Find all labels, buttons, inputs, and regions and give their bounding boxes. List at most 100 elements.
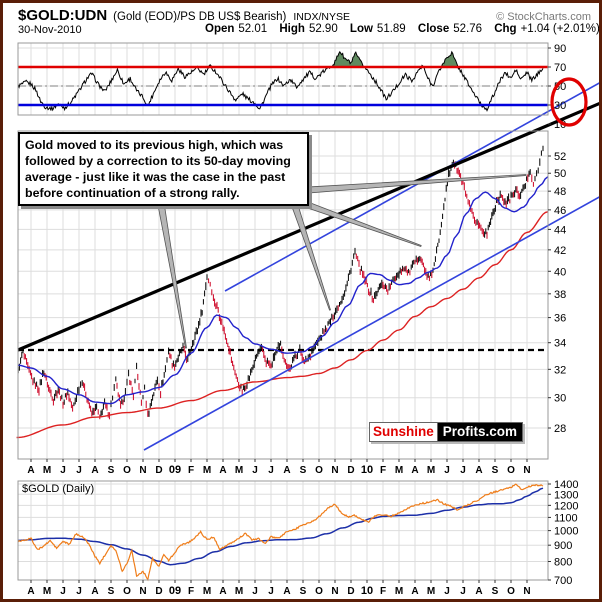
gold-panel bbox=[18, 481, 548, 580]
chg-value: +1.04 (+2.01%) bbox=[520, 23, 600, 35]
svg-text:S: S bbox=[300, 465, 307, 476]
red-circle-annotation bbox=[550, 77, 588, 127]
svg-text:800: 800 bbox=[554, 557, 572, 569]
svg-text:D: D bbox=[155, 465, 162, 476]
svg-text:A: A bbox=[411, 586, 418, 597]
high-value: 52.90 bbox=[308, 23, 338, 35]
svg-text:N: N bbox=[331, 465, 338, 476]
low-label: Low bbox=[349, 23, 373, 35]
ma200-line bbox=[16, 211, 548, 439]
svg-text:D: D bbox=[347, 465, 354, 476]
svg-text:900: 900 bbox=[554, 540, 572, 552]
svg-text:38: 38 bbox=[554, 289, 566, 301]
gold-price-line bbox=[17, 483, 544, 582]
svg-text:70: 70 bbox=[554, 62, 566, 74]
svg-text:50: 50 bbox=[554, 168, 566, 180]
svg-text:N: N bbox=[523, 465, 530, 476]
main-content bbox=[16, 145, 549, 439]
svg-text:N: N bbox=[331, 586, 338, 597]
svg-text:46: 46 bbox=[554, 205, 566, 217]
svg-text:J: J bbox=[460, 586, 466, 597]
svg-text:36: 36 bbox=[554, 313, 566, 325]
svg-text:M: M bbox=[395, 465, 403, 476]
svg-text:D: D bbox=[347, 586, 354, 597]
svg-text:48: 48 bbox=[554, 186, 566, 198]
rsi-panel-border bbox=[17, 42, 549, 116]
gold-content bbox=[17, 483, 544, 582]
svg-text:A: A bbox=[475, 465, 482, 476]
svg-text:700: 700 bbox=[554, 575, 572, 587]
svg-text:90: 90 bbox=[554, 43, 566, 55]
close-value: 52.76 bbox=[453, 23, 483, 35]
svg-text:30: 30 bbox=[554, 393, 566, 405]
chart-canvas: 9070503010525048464442403836343230281400… bbox=[16, 42, 599, 597]
svg-text:N: N bbox=[139, 465, 146, 476]
svg-text:52: 52 bbox=[554, 151, 566, 163]
svg-text:F: F bbox=[380, 465, 386, 476]
svg-text:J: J bbox=[76, 465, 82, 476]
svg-text:32: 32 bbox=[554, 364, 566, 376]
symbol: $GOLD:UDN bbox=[18, 7, 108, 24]
svg-text:M: M bbox=[203, 586, 211, 597]
low-value: 51.89 bbox=[376, 23, 406, 35]
svg-text:D: D bbox=[155, 586, 162, 597]
svg-text:J: J bbox=[252, 586, 258, 597]
gold-ma-line bbox=[18, 487, 544, 566]
svg-text:30: 30 bbox=[554, 100, 566, 112]
svg-text:J: J bbox=[460, 465, 466, 476]
black-trendline bbox=[17, 101, 599, 352]
svg-text:42: 42 bbox=[554, 245, 566, 257]
svg-text:10: 10 bbox=[361, 464, 373, 476]
svg-text:O: O bbox=[123, 465, 131, 476]
main-panel-border bbox=[17, 130, 549, 460]
svg-text:J: J bbox=[444, 465, 450, 476]
chg-label: Chg bbox=[494, 23, 517, 35]
svg-text:J: J bbox=[252, 465, 258, 476]
logo-profits: Profits.com bbox=[437, 423, 523, 441]
month-axis: AAMMJJJJAASSOONNDD0909FFMMAAMMJJJJAASSOO… bbox=[27, 459, 531, 597]
close-label: Close bbox=[417, 23, 450, 35]
svg-text:O: O bbox=[315, 586, 323, 597]
svg-text:1100: 1100 bbox=[554, 512, 578, 524]
svg-text:1000: 1000 bbox=[554, 526, 578, 538]
rsi-content bbox=[17, 50, 548, 112]
svg-text:S: S bbox=[108, 586, 115, 597]
svg-text:M: M bbox=[427, 465, 435, 476]
svg-text:M: M bbox=[395, 586, 403, 597]
quote-date: 30-Nov-2010 bbox=[18, 24, 82, 36]
svg-text:S: S bbox=[300, 586, 307, 597]
symbol-description: (Gold (EOD)/PS DB US$ Bearish) bbox=[113, 11, 287, 23]
chart-header: $GOLD:UDN (Gold (EOD)/PS DB US$ Bearish)… bbox=[18, 7, 591, 24]
svg-text:A: A bbox=[411, 465, 418, 476]
svg-text:J: J bbox=[444, 586, 450, 597]
high-label: High bbox=[279, 23, 305, 35]
svg-text:10: 10 bbox=[361, 585, 373, 597]
svg-text:M: M bbox=[235, 465, 243, 476]
svg-text:A: A bbox=[91, 465, 98, 476]
svg-text:44: 44 bbox=[554, 224, 566, 236]
svg-text:J: J bbox=[60, 586, 66, 597]
svg-text:09: 09 bbox=[169, 585, 181, 597]
svg-text:1200: 1200 bbox=[554, 500, 578, 512]
svg-text:09: 09 bbox=[169, 464, 181, 476]
svg-text:J: J bbox=[268, 465, 274, 476]
svg-text:M: M bbox=[235, 586, 243, 597]
stockcharts-credit: © StockCharts.com bbox=[496, 11, 591, 23]
svg-text:A: A bbox=[219, 465, 226, 476]
svg-text:J: J bbox=[76, 586, 82, 597]
svg-text:M: M bbox=[43, 465, 51, 476]
svg-text:F: F bbox=[188, 465, 194, 476]
channel-lower-line bbox=[143, 196, 599, 451]
svg-text:A: A bbox=[219, 586, 226, 597]
svg-text:S: S bbox=[492, 586, 499, 597]
svg-text:O: O bbox=[123, 586, 131, 597]
svg-text:O: O bbox=[315, 465, 323, 476]
svg-text:F: F bbox=[188, 586, 194, 597]
logo-sunshine: Sunshine bbox=[370, 423, 438, 441]
svg-text:O: O bbox=[507, 465, 515, 476]
svg-text:34: 34 bbox=[554, 338, 566, 350]
svg-text:A: A bbox=[91, 586, 98, 597]
svg-text:F: F bbox=[380, 586, 386, 597]
exchange: INDX/NYSE bbox=[293, 11, 350, 23]
